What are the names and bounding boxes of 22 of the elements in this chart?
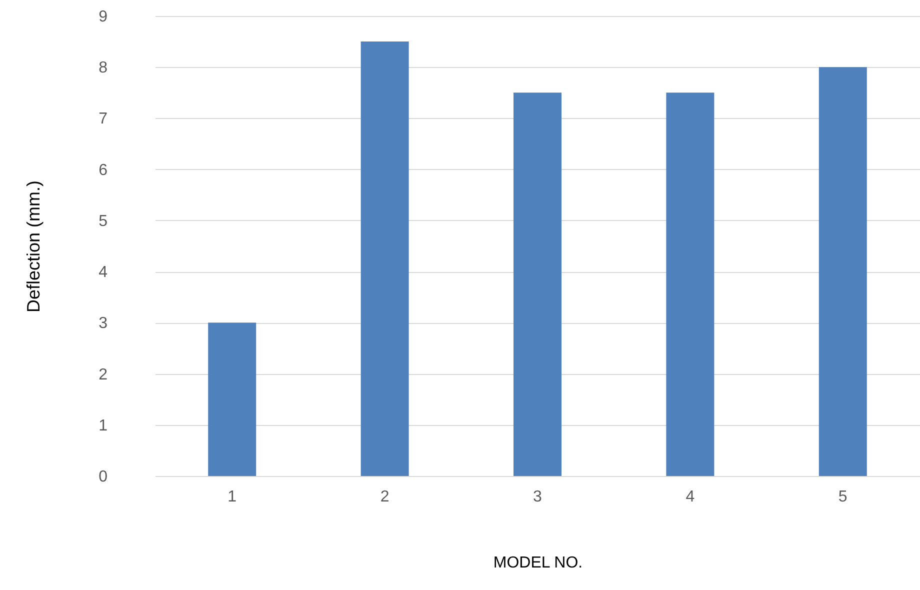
y-tick-label: 4 [98,264,108,282]
y-tick-label: 1 [98,417,108,434]
bar [208,322,256,476]
y-tick-label: 8 [98,60,108,77]
bar [514,92,562,476]
y-tick-label: 3 [98,315,108,332]
x-tick-label: 2 [380,488,390,506]
x-axis-title: MODEL NO. [493,554,583,572]
y-axis-title: Deflection (mm.) [24,180,44,313]
bar [818,67,867,476]
y-tick-label: 7 [98,110,108,128]
bar [360,42,409,476]
y-tick-label: 2 [98,366,108,384]
x-tick-label: 3 [533,488,542,506]
y-tick-label: 6 [98,162,108,179]
y-tick-label: 0 [98,468,108,486]
x-tick-label: 5 [838,488,848,506]
x-tick-label: 4 [686,488,695,506]
x-tick-label: 1 [228,488,237,506]
y-tick-label: 9 [98,8,108,26]
y-tick-label: 5 [98,212,108,230]
bar [666,92,714,476]
